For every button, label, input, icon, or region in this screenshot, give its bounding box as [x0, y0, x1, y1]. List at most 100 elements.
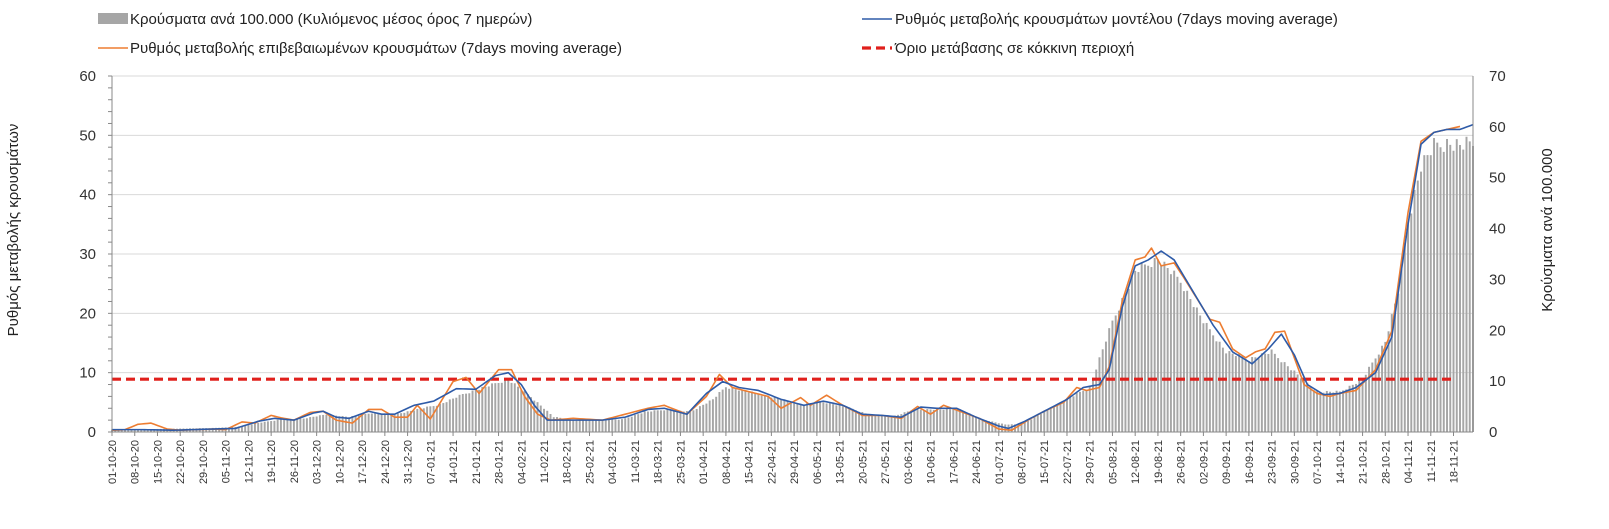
- bar: [1433, 138, 1435, 432]
- x-tick-label: 22-10-20: [175, 440, 187, 484]
- bar: [913, 408, 916, 432]
- x-tick-label: 28-01-21: [494, 440, 506, 484]
- x-tick-label: 04-11-21: [1403, 440, 1415, 483]
- bar: [1384, 341, 1387, 432]
- x-tick-label: 19-08-21: [1153, 440, 1165, 484]
- bar: [1078, 391, 1081, 432]
- bar: [932, 409, 935, 432]
- bar: [666, 409, 669, 432]
- right-axis-title: Κρούσματα ανά 100.000: [1539, 148, 1556, 311]
- bar: [413, 410, 416, 432]
- bar: [604, 419, 607, 432]
- bar: [1114, 315, 1117, 432]
- bar: [737, 390, 740, 432]
- bar: [1234, 356, 1237, 432]
- x-tick-label: 25-03-21: [675, 440, 687, 484]
- bar: [1065, 398, 1068, 432]
- bar: [211, 427, 214, 432]
- bar: [338, 416, 341, 432]
- bar: [835, 405, 838, 432]
- bar: [289, 418, 292, 432]
- bar: [1095, 369, 1098, 432]
- bar: [513, 383, 516, 432]
- line-series: [111, 123, 1474, 432]
- bar: [1407, 223, 1410, 432]
- bar: [1231, 353, 1234, 432]
- bar: [484, 386, 487, 432]
- bar: [1199, 315, 1202, 432]
- bar: [1195, 307, 1198, 432]
- x-tick-label: 08-04-21: [721, 440, 733, 484]
- bar: [1069, 397, 1072, 432]
- bar: [474, 390, 477, 432]
- bar: [361, 414, 364, 432]
- bar: [559, 417, 562, 432]
- bar: [975, 416, 977, 432]
- bar: [439, 403, 442, 432]
- bar: [663, 410, 666, 432]
- bar: [734, 389, 737, 432]
- bar: [793, 403, 796, 432]
- bar: [955, 410, 958, 432]
- bar: [809, 403, 812, 432]
- bar: [247, 424, 250, 432]
- bar: [253, 423, 256, 432]
- x-tick-label: 11-02-21: [539, 440, 551, 483]
- bar: [601, 419, 604, 432]
- bar: [721, 389, 724, 432]
- bar: [848, 407, 851, 432]
- bar: [1163, 261, 1166, 432]
- bar: [854, 410, 857, 432]
- bar: [799, 404, 802, 432]
- x-tick-label: 16-09-21: [1244, 440, 1256, 484]
- legend-label-threshold: Όριο μετάβασης σε κόκκινη περιοχή: [894, 40, 1134, 57]
- x-tick-label: 28-10-21: [1380, 440, 1392, 484]
- bar: [1374, 358, 1377, 432]
- x-tick-label: 13-05-21: [835, 440, 847, 484]
- bar: [637, 414, 640, 432]
- bar: [543, 408, 545, 432]
- bar: [468, 393, 471, 432]
- bar: [1309, 386, 1312, 432]
- bar: [819, 401, 822, 432]
- bar: [1098, 357, 1101, 432]
- bar: [656, 410, 659, 432]
- bar: [393, 413, 396, 432]
- bar: [1439, 147, 1442, 432]
- bar: [929, 409, 932, 432]
- bar: [711, 399, 714, 432]
- left-tick-label: 50: [79, 127, 96, 144]
- bar: [695, 408, 698, 432]
- bar: [120, 429, 123, 432]
- bar: [1189, 299, 1192, 432]
- bar: [617, 419, 620, 432]
- bar: [659, 410, 662, 432]
- bar: [1072, 396, 1075, 432]
- bar: [1192, 307, 1195, 432]
- x-tick-label: 22-07-21: [1062, 440, 1074, 484]
- bar: [292, 419, 295, 432]
- x-tick-label: 05-08-21: [1107, 440, 1119, 484]
- bar: [572, 419, 575, 432]
- bar: [1160, 265, 1163, 432]
- bar: [331, 414, 334, 432]
- bar: [682, 411, 685, 432]
- bar: [676, 410, 679, 432]
- bar: [1088, 386, 1091, 432]
- bar: [728, 388, 731, 432]
- bar: [478, 389, 481, 432]
- bar: [867, 414, 870, 432]
- bar: [1390, 314, 1393, 432]
- bar: [1143, 264, 1146, 432]
- x-tick-label: 08-07-21: [1016, 440, 1028, 484]
- x-tick-label: 24-12-20: [380, 440, 392, 484]
- x-tick-label: 09-09-21: [1221, 440, 1233, 484]
- x-tick-label: 07-01-21: [425, 440, 437, 484]
- bar: [620, 419, 623, 432]
- bar: [1186, 290, 1189, 432]
- bar: [510, 382, 513, 432]
- bar: [968, 413, 971, 432]
- bar: [880, 415, 883, 432]
- bar: [448, 399, 451, 432]
- bar: [422, 408, 425, 432]
